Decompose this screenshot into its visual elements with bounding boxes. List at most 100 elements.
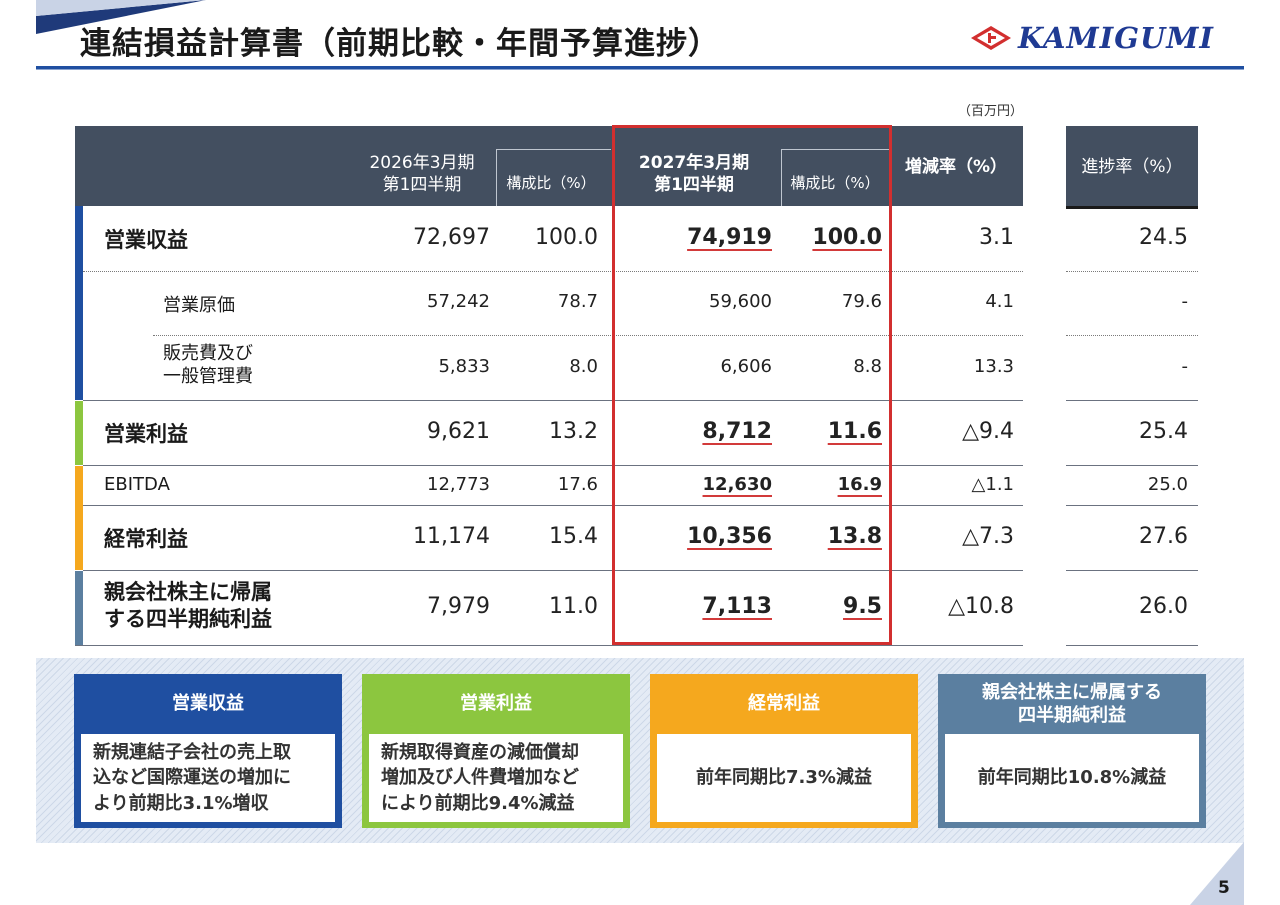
summary-card-body-line: により前期比9.4%減益: [381, 792, 575, 814]
cell-current: 10,356: [687, 524, 772, 549]
summary-card-title: 経常利益: [748, 693, 820, 715]
header-rule: [781, 149, 891, 150]
column-header-current-line2: 第1四半期: [654, 175, 734, 196]
row-separator: [1066, 570, 1198, 571]
summary-card-net-income: 親会社株主に帰属する 四半期純利益 前年同期比10.8%減益: [938, 674, 1206, 828]
column-header-current-line1: 2027年3月期: [638, 153, 750, 173]
row-label-sga-line1: 販売費及び: [163, 343, 253, 364]
cell-change: △7.3: [962, 524, 1014, 549]
row-separator: [1066, 645, 1198, 646]
cell-change: 4.1: [985, 291, 1014, 312]
column-header-change: 増減率（%）: [904, 157, 1008, 177]
summary-card-operating-income: 営業利益 新規取得資産の減価償却 増加及び人件費増加など により前期比9.4%減…: [362, 674, 630, 828]
cell-prev-ratio: 78.7: [557, 291, 598, 312]
summary-card-title: 親会社株主に帰属する 四半期純利益: [938, 674, 1206, 734]
row-label-sga: 販売費及び 一般管理費: [163, 343, 253, 388]
row-label-ebitda: EBITDA: [104, 474, 170, 495]
accent-bar-net-income: [75, 571, 83, 646]
row-label-revenue: 営業収益: [104, 228, 188, 252]
row-separator: [153, 335, 1023, 336]
cell-current-ratio: 100.0: [812, 225, 882, 250]
summary-card-title-line: 親会社株主に帰属する: [982, 681, 1162, 703]
row-label-sga-line2: 一般管理費: [163, 365, 253, 387]
cell-prev: 57,242: [427, 291, 490, 312]
cell-progress: -: [1181, 356, 1189, 377]
cell-progress: 24.5: [1139, 225, 1188, 250]
summary-card-body-line: 込など国際運送の増加に: [93, 767, 291, 789]
summary-card-body: 前年同期比10.8%減益: [945, 734, 1199, 822]
row-separator: [83, 505, 1023, 506]
page-number: 5: [1218, 878, 1230, 898]
column-header-current: 2027年3月期 第1四半期: [614, 152, 774, 196]
row-label-net-income-line1: 親会社株主に帰属: [104, 580, 272, 604]
cell-progress: 26.0: [1139, 594, 1188, 619]
summary-card-title: 営業利益: [460, 693, 532, 715]
column-header-progress: 進捗率（%）: [1081, 157, 1183, 177]
row-separator: [83, 465, 1023, 466]
cell-current: 7,113: [702, 594, 772, 619]
cell-prev-ratio: 13.2: [549, 419, 598, 444]
cell-current-ratio: 11.6: [827, 419, 882, 444]
summary-card-title-line: 四半期純利益: [1018, 705, 1126, 726]
cell-current: 8,712: [702, 419, 772, 444]
cell-prev: 72,697: [413, 225, 490, 250]
row-label-ordinary-income: 経常利益: [104, 527, 188, 551]
column-header-prev-line2: 第1四半期: [382, 175, 462, 196]
cell-current: 6,606: [720, 356, 772, 377]
summary-card-body: 新規連結子会社の売上取 込など国際運送の増加に より前期比3.1%増収: [81, 734, 335, 822]
column-header-prev: 2026年3月期 第1四半期: [352, 152, 492, 196]
progress-header: [1066, 126, 1198, 206]
cell-current-ratio: 9.5: [843, 594, 882, 619]
column-header-current-ratio: 構成比（%）: [790, 174, 880, 192]
row-label-cost-of-sales: 営業原価: [163, 295, 235, 316]
cell-progress: 25.0: [1147, 474, 1188, 495]
summary-card-ordinary-income: 経常利益 前年同期比7.3%減益: [650, 674, 918, 828]
cell-change: 13.3: [973, 356, 1014, 377]
table-header: [75, 126, 1023, 206]
summary-card-body: 前年同期比7.3%減益: [657, 734, 911, 822]
cell-change: △1.1: [971, 474, 1014, 495]
cell-current-ratio: 79.6: [841, 291, 882, 312]
cell-change: △9.4: [962, 419, 1014, 444]
title-underline: [36, 66, 1244, 70]
summary-card-title: 営業収益: [172, 693, 244, 715]
page-title: 連結損益計算書（前期比較・年間予算進捗）: [80, 26, 720, 62]
row-label-net-income-line2: する四半期純利益: [104, 607, 272, 632]
row-separator: [75, 645, 1023, 646]
cell-current: 12,630: [702, 474, 772, 495]
cell-prev: 9,621: [427, 419, 490, 444]
cell-progress: -: [1181, 291, 1189, 312]
row-label-net-income: 親会社株主に帰属 する四半期純利益: [104, 579, 272, 634]
cell-current-ratio: 8.8: [853, 356, 882, 377]
summary-card-body-line: 前年同期比10.8%減益: [977, 767, 1167, 789]
row-separator: [83, 570, 1023, 571]
row-separator: [1066, 465, 1198, 466]
unit-label: （百万円）: [958, 104, 1024, 119]
cell-prev-ratio: 15.4: [549, 524, 598, 549]
header-divider: [496, 150, 497, 206]
row-separator: [83, 271, 1023, 272]
cell-progress: 27.6: [1139, 524, 1188, 549]
summary-card-body-line: 増加及び人件費増加など: [381, 767, 579, 789]
cell-prev-ratio: 11.0: [549, 594, 598, 619]
accent-bar-ordinary-income: [75, 466, 83, 570]
accent-bar-revenue: [75, 206, 83, 400]
header-divider: [781, 150, 782, 206]
corner-decoration-bottom: [1190, 842, 1244, 905]
cell-change: △10.8: [948, 594, 1014, 619]
corner-decoration: [36, 0, 206, 34]
cell-current: 74,919: [687, 225, 772, 250]
row-label-operating-income: 営業利益: [104, 422, 188, 446]
cell-prev: 11,174: [413, 524, 490, 549]
cell-prev: 5,833: [438, 356, 490, 377]
summary-card-revenue: 営業収益 新規連結子会社の売上取 込など国際運送の増加に より前期比3.1%増収: [74, 674, 342, 828]
progress-header-rule: [1066, 206, 1198, 209]
accent-bar-operating-income: [75, 401, 83, 465]
row-separator: [1066, 335, 1198, 336]
logo-text: KAMIGUMI: [1018, 21, 1214, 55]
column-header-prev-ratio: 構成比（%）: [506, 174, 596, 192]
cell-prev-ratio: 8.0: [569, 356, 598, 377]
cell-current-ratio: 16.9: [837, 474, 882, 495]
summary-card-body-line: 前年同期比7.3%減益: [696, 767, 872, 789]
cell-prev: 12,773: [427, 474, 490, 495]
